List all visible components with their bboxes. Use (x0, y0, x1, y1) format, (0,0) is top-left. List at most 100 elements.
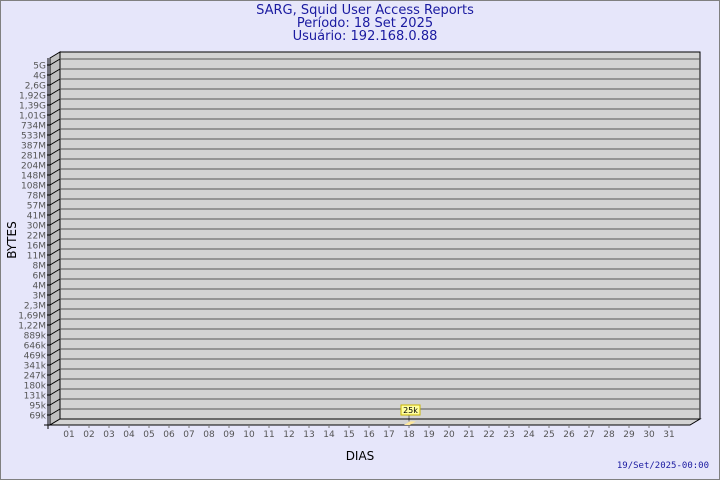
x-tick-label: 17 (383, 430, 394, 440)
y-tick-label: 247k (24, 372, 47, 382)
y-tick-depth (49, 398, 61, 406)
x-tick-label: 19 (423, 430, 435, 440)
y-tick-label: 41M (27, 212, 46, 222)
y-tick-label: 11M (27, 252, 46, 262)
x-tick-label: 24 (523, 430, 535, 440)
y-tick-label: 16M (27, 242, 46, 252)
y-tick-depth (49, 168, 61, 176)
y-tick-depth (49, 228, 61, 236)
y-tick-label: 148M (21, 172, 46, 182)
x-tick-label: 03 (103, 430, 114, 440)
x-tick-label: 04 (123, 430, 135, 440)
x-tick-label: 11 (263, 430, 274, 440)
y-tick-label: 2,6G (25, 82, 46, 92)
y-tick-depth (49, 318, 61, 326)
y-tick-depth (49, 358, 61, 366)
y-tick-depth (49, 128, 61, 136)
x-tick-label: 29 (623, 430, 635, 440)
y-tick-label: 5G (33, 62, 46, 72)
y-tick-label: 2,3M (24, 302, 46, 312)
x-tick-label: 16 (363, 430, 375, 440)
y-tick-label: 734M (21, 122, 46, 132)
y-tick-label: 204M (21, 162, 46, 172)
y-tick-label: 4G (33, 72, 46, 82)
data-label-box (400, 404, 421, 416)
x-tick-label: 08 (203, 430, 215, 440)
y-tick-label: 108M (21, 182, 46, 192)
y-tick-label: 131k (24, 392, 47, 402)
x-tick-label: 26 (563, 430, 575, 440)
y-tick-depth (49, 288, 61, 296)
chart-title: SARG, Squid User Access Reports (256, 3, 474, 18)
y-tick-depth (49, 208, 61, 216)
y-tick-depth (49, 218, 61, 226)
y-tick-label: 469k (24, 352, 47, 362)
x-tick-label: 14 (323, 430, 335, 440)
y-tick-depth (49, 298, 61, 306)
y-tick-label: 30M (27, 222, 46, 232)
y-tick-depth (49, 378, 61, 386)
y-tick-label: 3M (33, 292, 47, 302)
y-tick-depth (49, 278, 61, 286)
x-tick-label: 31 (663, 430, 674, 440)
y-tick-depth (49, 338, 61, 346)
y-tick-depth (49, 78, 61, 86)
bar-day-18 (404, 421, 416, 425)
y-tick-label: 533M (21, 132, 46, 142)
y-tick-depth (49, 238, 61, 246)
y-tick-depth (49, 68, 61, 76)
y-tick-label: 1,69M (18, 312, 46, 322)
y-tick-depth (49, 178, 61, 186)
x-axis-title: DIAS (346, 449, 375, 463)
side-wall (49, 51, 61, 426)
generated-timestamp: 19/Set/2025-00:00 (616, 461, 709, 471)
y-tick-depth (49, 118, 61, 126)
y-tick-depth (49, 258, 61, 266)
y-tick-depth (49, 328, 61, 336)
x-tick-label: 02 (83, 430, 94, 440)
x-tick-label: 22 (483, 430, 494, 440)
y-axis-title: BYTES (5, 221, 19, 258)
y-tick-label: 78M (27, 192, 46, 202)
x-tick-label: 15 (343, 430, 354, 440)
plot-floor (48, 418, 702, 426)
y-tick-label: 646k (24, 342, 47, 352)
y-tick-depth (49, 248, 61, 256)
y-tick-depth (49, 198, 61, 206)
x-tick-label: 05 (143, 430, 154, 440)
y-tick-depth (49, 268, 61, 276)
x-tick-label: 12 (283, 430, 294, 440)
chart-period: Período: 18 Set 2025 (296, 16, 434, 31)
y-tick-label: 4M (33, 282, 47, 292)
y-tick-depth (49, 148, 61, 156)
data-label: 25k (403, 406, 418, 415)
y-tick-depth (49, 98, 61, 106)
x-tick-label: 01 (63, 430, 74, 440)
y-tick-label: 1,22M (18, 322, 46, 332)
x-tick-label: 21 (463, 430, 474, 440)
y-tick-depth (49, 108, 61, 116)
y-tick-label: 387M (21, 142, 46, 152)
x-tick-label: 09 (223, 430, 235, 440)
y-tick-label: 1,01G (19, 112, 46, 122)
x-tick-label: 10 (243, 430, 255, 440)
y-tick-depth (49, 158, 61, 166)
y-tick-label: 889k (24, 332, 47, 342)
y-tick-depth (49, 408, 61, 416)
y-tick-label: 57M (27, 202, 46, 212)
chart-user: Usuário: 192.168.0.88 (292, 29, 438, 44)
x-tick-label: 27 (583, 430, 594, 440)
x-tick-label: 06 (163, 430, 175, 440)
y-tick-depth (49, 88, 61, 96)
y-tick-label: 1,39G (19, 102, 46, 112)
x-tick-label: 28 (603, 430, 615, 440)
y-tick-label: 95k (29, 402, 46, 412)
y-tick-depth (49, 368, 61, 376)
y-tick-label: 22M (27, 232, 46, 242)
y-tick-depth (49, 188, 61, 196)
y-tick-depth (49, 388, 61, 396)
x-tick-label: 30 (643, 430, 655, 440)
x-tick-label: 18 (403, 430, 415, 440)
y-tick-label: 6M (33, 272, 47, 282)
